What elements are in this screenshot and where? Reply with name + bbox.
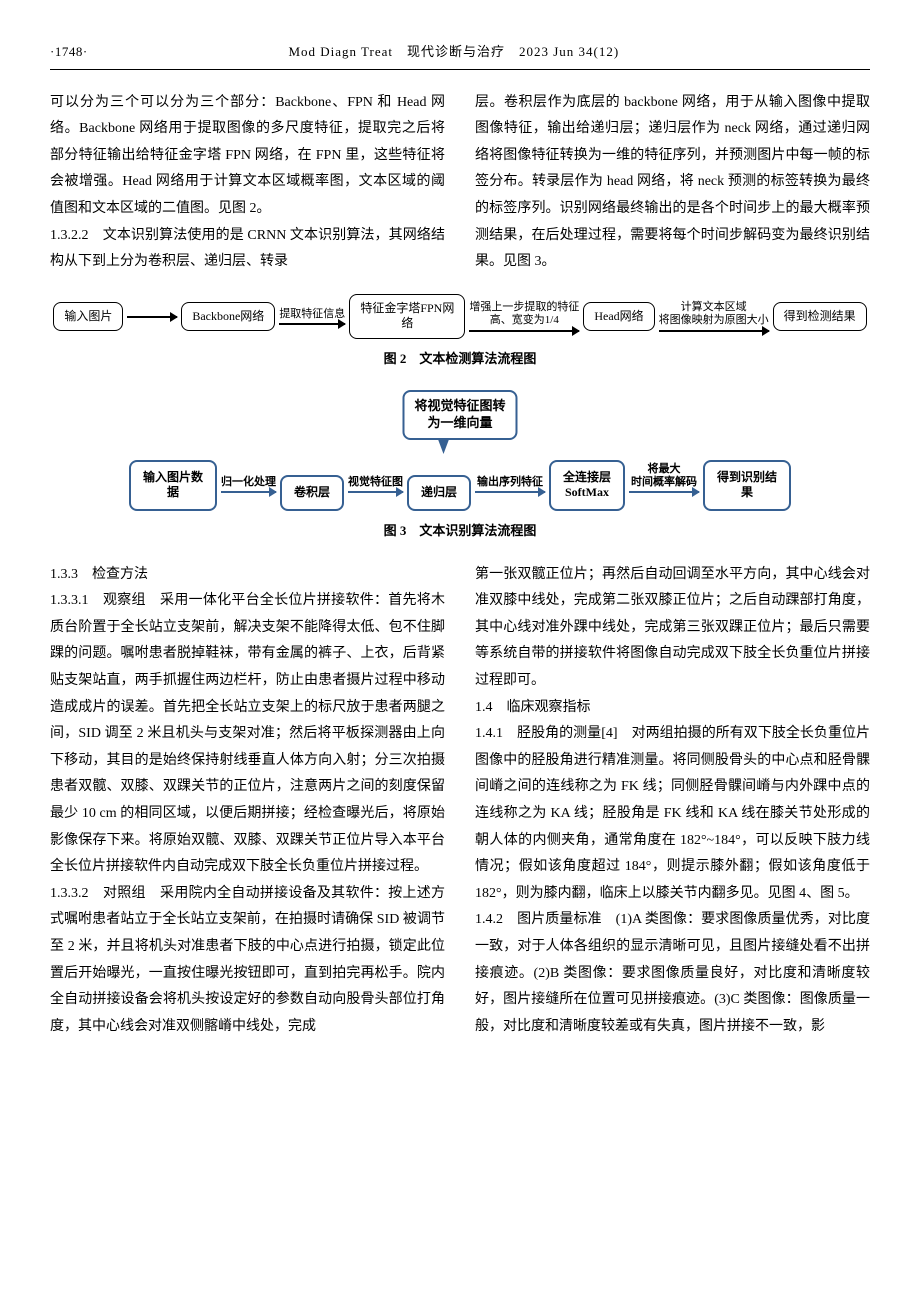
top-left-column: 可以分为三个可以分为三个部分：Backbone、FPN 和 Head 网络。Ba…: [50, 90, 445, 276]
figure-3-caption: 图 3 文本识别算法流程图: [50, 519, 870, 544]
arrow-label: 计算文本区域 将图像映射为原图大小: [659, 301, 769, 327]
top-right-column: 层。卷积层作为底层的 backbone 网络，用于从输入图像中提取图像特征，输出…: [475, 90, 870, 276]
arrow-label: 归一化处理: [221, 476, 276, 489]
page-header: ·1748· Mod Diagn Treat 现代诊断与治疗 2023 Jun …: [50, 40, 870, 70]
figure-2: 输入图片 Backbone网络 提取特征信息 特征金字塔FPN网 络 增强上一步…: [50, 294, 870, 372]
flow-node: 得到识别结 果: [703, 460, 791, 511]
flow-node: 输入图片数 据: [129, 460, 217, 511]
page-number: ·1748·: [50, 40, 88, 65]
flow-node: Head网络: [583, 302, 654, 332]
flow-node: 得到检测结果: [773, 302, 867, 332]
paragraph: 1.3.2.2 文本识别算法使用的是 CRNN 文本识别算法，其网络结构从下到上…: [50, 223, 445, 276]
bottom-right-column: 第一张双髋正位片；再然后自动回调至水平方向，其中心线会对准双膝中线处，完成第二张…: [475, 562, 870, 1041]
flow-arrow: 输出序列特征: [475, 476, 545, 493]
flow-node: Backbone网络: [181, 302, 275, 332]
arrow-label: 增强上一步提取的特征 高、宽变为1/4: [469, 301, 579, 327]
paragraph: 层。卷积层作为底层的 backbone 网络，用于从输入图像中提取图像特征，输出…: [475, 90, 870, 276]
flow-arrow: 将最大 时间概率解码: [629, 463, 699, 493]
flow-arrow: 计算文本区域 将图像映射为原图大小: [659, 301, 769, 331]
section-heading: 1.3.3 检查方法: [50, 562, 445, 589]
paragraph: 1.4.2 图片质量标准 (1)A 类图像：要求图像质量优秀，对比度一致，对于人…: [475, 907, 870, 1040]
paragraph: 1.4.1 胫股角的测量[4] 对两组拍摄的所有双下肢全长负重位片图像中的胫股角…: [475, 721, 870, 907]
section-heading: 1.4 临床观察指标: [475, 695, 870, 722]
flow-arrow: 提取特征信息: [279, 308, 345, 325]
bottom-text-columns: 1.3.3 检查方法 1.3.3.1 观察组 采用一体化平台全长位片拼接软件：首…: [50, 562, 870, 1041]
flow-arrow: 视觉特征图: [348, 476, 403, 493]
flow-callout: 将视觉特征图转 为一维向量: [402, 390, 517, 440]
flow-arrow: 归一化处理: [221, 476, 276, 493]
flow-arrow: 增强上一步提取的特征 高、宽变为1/4: [469, 301, 579, 331]
paragraph: 第一张双髋正位片；再然后自动回调至水平方向，其中心线会对准双膝中线处，完成第二张…: [475, 562, 870, 695]
paragraph: 1.3.3.1 观察组 采用一体化平台全长位片拼接软件：首先将木质台阶置于全长站…: [50, 588, 445, 881]
flowchart-2: 输入图片 Backbone网络 提取特征信息 特征金字塔FPN网 络 增强上一步…: [50, 294, 870, 339]
arrow-label: 将最大 时间概率解码: [631, 463, 697, 489]
top-text-columns: 可以分为三个可以分为三个部分：Backbone、FPN 和 Head 网络。Ba…: [50, 90, 870, 276]
figure-3: 将视觉特征图转 为一维向量 输入图片数 据 归一化处理 卷积层 视觉特征图 递归…: [50, 390, 870, 544]
paragraph: 1.3.3.2 对照组 采用院内全自动拼接设备及其软件：按上述方式嘱咐患者站立于…: [50, 881, 445, 1041]
bottom-left-column: 1.3.3 检查方法 1.3.3.1 观察组 采用一体化平台全长位片拼接软件：首…: [50, 562, 445, 1041]
arrow-label: 输出序列特征: [477, 476, 543, 489]
journal-title: Mod Diagn Treat 现代诊断与治疗 2023 Jun 34(12): [288, 40, 619, 65]
figure-2-caption: 图 2 文本检测算法流程图: [50, 347, 870, 372]
flow-node: 输入图片: [53, 302, 123, 332]
arrow-label: 提取特征信息: [279, 308, 345, 321]
flow-node: 递归层: [407, 475, 471, 511]
flow-node: 全连接层 SoftMax: [549, 460, 625, 511]
flowchart-3: 将视觉特征图转 为一维向量 输入图片数 据 归一化处理 卷积层 视觉特征图 递归…: [50, 390, 870, 511]
flow-arrow: [127, 314, 177, 318]
arrow-label: 视觉特征图: [348, 476, 403, 489]
flow-node: 卷积层: [280, 475, 344, 511]
paragraph: 可以分为三个可以分为三个部分：Backbone、FPN 和 Head 网络。Ba…: [50, 90, 445, 223]
flow-node: 特征金字塔FPN网 络: [349, 294, 465, 339]
